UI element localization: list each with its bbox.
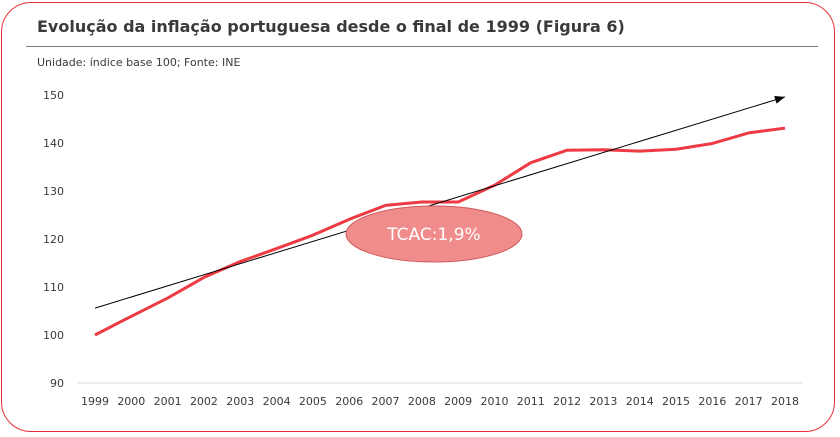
x-tick-label: 2013 (589, 395, 617, 408)
x-tick-label: 2001 (154, 395, 182, 408)
chart-frame (1, 2, 835, 432)
chart-subtitle: Unidade: índice base 100; Fonte: INE (37, 56, 241, 69)
title-divider (26, 46, 818, 47)
y-tick-label: 120 (43, 233, 64, 246)
x-tick-label: 1999 (81, 395, 109, 408)
x-axis-ticks: 1999 2000 2001 2002 2003 2004 2005 2006 2007 2008… (81, 395, 799, 408)
x-tick-label: 2006 (335, 395, 363, 408)
trend-arrowhead (774, 96, 785, 104)
callout-label: TCAC:1,9% (386, 225, 480, 245)
x-tick-label: 2016 (698, 395, 726, 408)
x-tick-label: 2004 (263, 395, 291, 408)
x-tick-label: 2017 (735, 395, 763, 408)
y-tick-label: 150 (43, 89, 64, 102)
x-tick-label: 2018 (771, 395, 799, 408)
y-tick-label: 140 (43, 137, 64, 150)
x-tick-label: 2008 (408, 395, 436, 408)
y-tick-label: 100 (43, 329, 64, 342)
x-tick-label: 2014 (626, 395, 654, 408)
x-tick-label: 2003 (226, 395, 254, 408)
y-tick-label: 130 (43, 185, 64, 198)
x-tick-label: 2000 (117, 395, 145, 408)
chart-title: Evolução da inflação portuguesa desde o … (37, 17, 625, 36)
x-tick-label: 2005 (299, 395, 327, 408)
y-axis-ticks: 90 100 110 120 130 140 150 (43, 89, 64, 390)
x-tick-label: 2007 (372, 395, 400, 408)
tcac-callout: TCAC:1,9% (345, 205, 523, 263)
y-tick-label: 110 (43, 281, 64, 294)
trend-line (94, 96, 786, 309)
trend-layer (94, 96, 786, 309)
x-tick-label: 2009 (444, 395, 472, 408)
x-tick-label: 2015 (662, 395, 690, 408)
x-tick-label: 2011 (517, 395, 545, 408)
y-tick-label: 90 (50, 377, 64, 390)
x-tick-label: 2010 (480, 395, 508, 408)
callout-ellipse (345, 205, 523, 263)
x-tick-label: 2002 (190, 395, 218, 408)
x-tick-label: 2012 (553, 395, 581, 408)
